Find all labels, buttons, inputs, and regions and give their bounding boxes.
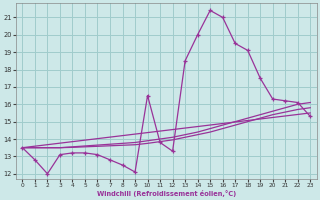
X-axis label: Windchill (Refroidissement éolien,°C): Windchill (Refroidissement éolien,°C) bbox=[97, 190, 236, 197]
